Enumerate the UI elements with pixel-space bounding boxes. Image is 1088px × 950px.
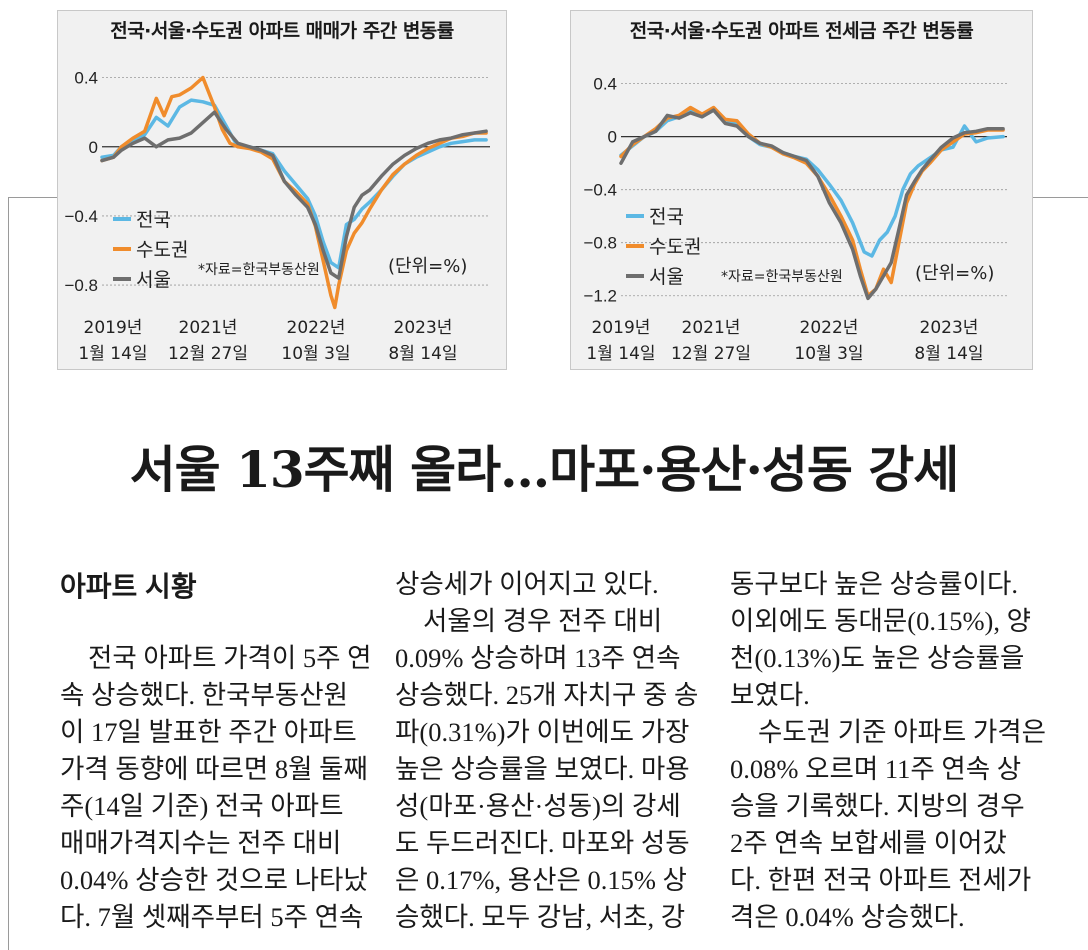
article-line: 주(14일 기준) 전국 아파트 [60, 791, 344, 821]
legend-label: 전국 [136, 209, 171, 231]
article-line: 보였다. [730, 680, 810, 710]
y-tick-label: −0.8 [583, 234, 617, 253]
y-tick-label: −0.4 [583, 181, 617, 200]
article-line: 이 17일 발표한 주간 아파트 [60, 717, 357, 747]
y-tick-label: 0 [89, 138, 98, 157]
unit-note: (단위=%) [915, 263, 994, 284]
article-line: 0.08% 오르며 11주 연속 상 [730, 754, 1022, 784]
x-tick-label: 1월 14일 [78, 344, 147, 364]
series-line-서울 [100, 110, 488, 280]
article-line: 전국 아파트 가격이 5주 연 [88, 643, 372, 673]
source-note: *자료=한국부동산원 [721, 269, 843, 285]
x-tick-label: 10월 3일 [281, 344, 350, 364]
article-line: 격은 0.04% 상승했다. [730, 902, 965, 932]
x-tick-label: 2022년 [287, 318, 346, 338]
article-line: 가격 동향에 따르면 8월 둘째 [60, 754, 368, 784]
legend-label: 전국 [649, 206, 684, 228]
x-tick-label: 2019년 [84, 318, 143, 338]
article-column-1: 전국 아파트 가격이 5주 연 속 상승했다. 한국부동산원 이 17일 발표한… [60, 640, 372, 936]
article-line: 2주 연속 보합세를 이어갔 [730, 828, 1007, 858]
legend-label: 수도권 [136, 239, 188, 261]
series-line-전국 [619, 108, 1005, 258]
legend-label: 수도권 [649, 236, 701, 258]
unit-note: (단위=%) [388, 256, 467, 277]
x-tick-label: 2021년 [179, 318, 238, 338]
frame-top-right-border [1033, 197, 1088, 198]
article-line: 수도권 기준 아파트 가격은 [758, 717, 1047, 747]
frame-top-left-border [8, 197, 58, 198]
source-note: *자료=한국부동산원 [198, 262, 320, 278]
article-line: 천(0.13%)도 높은 상승률을 [730, 643, 1025, 673]
article-line: 속 상승했다. 한국부동산원 [60, 680, 349, 710]
section-label: 아파트 시황 [60, 571, 197, 602]
article-line: 은 0.17%, 용산은 0.15% 상 [395, 865, 687, 895]
y-tick-label: −1.2 [583, 287, 617, 306]
chart-title: 전국·서울·수도권 아파트 전세금 주간 변동률 [629, 20, 974, 42]
x-tick-label: 2022년 [800, 318, 859, 338]
article-line: 0.04% 상승한 것으로 나타났 [60, 865, 368, 895]
article-column-3: 동구보다 높은 상승률이다. 이외에도 동대문(0.15%), 양 천(0.13… [730, 566, 1047, 936]
article-line: 상승했다. 25개 자치구 중 송 [395, 680, 699, 710]
article-line: 성(마포·용산·성동)의 강세 [395, 791, 681, 821]
sale-price-chart: 전국·서울·수도권 아파트 매매가 주간 변동률 0.4 0 −0.4 −0.8 201… [57, 10, 507, 370]
article-line: 파(0.31%)가 이번에도 가장 [395, 717, 690, 747]
legend-label: 서울 [649, 266, 684, 288]
article-line: 0.09% 상승하며 13주 연속 [395, 643, 681, 673]
y-tick-label: −0.4 [64, 207, 98, 226]
article-line: 승을 기록했다. 지방의 경우 [730, 791, 1025, 821]
series-line-서울 [619, 108, 1005, 301]
x-tick-label: 10월 3일 [794, 344, 863, 364]
legend-label: 서울 [136, 269, 171, 291]
y-tick-label: 0.4 [593, 75, 617, 94]
jeonse-chart-plot: 0.4 0 −0.4 −0.8 −1.2 2019년 1월 14일 2021년 12월 27일 2… [583, 75, 1007, 364]
article-line: 높은 상승률을 보였다. 마용 [395, 754, 690, 784]
x-tick-label: 12월 27일 [671, 344, 751, 364]
y-tick-label: −0.8 [64, 276, 98, 295]
frame-left-border [8, 197, 9, 950]
article-line: 도 두드러진다. 마포와 성동 [395, 828, 690, 858]
x-tick-label: 12월 27일 [168, 344, 248, 364]
jeonse-chart: 전국·서울·수도권 아파트 전세금 주간 변동률 0.4 0 −0.4 −0.8 −1.… [570, 10, 1033, 370]
x-tick-label: 1월 14일 [586, 344, 655, 364]
x-tick-label: 2019년 [592, 318, 651, 338]
article-line: 상승세가 이어지고 있다. [395, 569, 659, 599]
article-line: 서울의 경우 전주 대비 [423, 606, 663, 636]
x-tick-label: 8월 14일 [914, 344, 983, 364]
article-line: 다. 7월 셋째주부터 5주 연속 [60, 902, 364, 932]
y-tick-label: 0 [608, 128, 617, 147]
x-tick-label: 2023년 [394, 318, 453, 338]
article-headline: 서울 13주째 올라…마포·용산·성동 강세 [129, 440, 960, 499]
article-line: 승했다. 모두 강남, 서초, 강 [395, 902, 686, 932]
y-tick-label: 0.4 [74, 69, 98, 88]
x-tick-label: 2023년 [920, 318, 979, 338]
article-line: 매매가격지수는 전주 대비 [60, 828, 342, 858]
article-line: 이외에도 동대문(0.15%), 양 [730, 606, 1032, 636]
sale-price-chart-plot: 0.4 0 −0.4 −0.8 2019년 1월 14일 2021년 12월 27일 2022년… [64, 69, 490, 364]
article-line: 다. 한편 전국 아파트 전세가 [730, 865, 1032, 895]
series-line-수도권 [100, 75, 488, 310]
chart-title: 전국·서울·수도권 아파트 매매가 주간 변동률 [110, 20, 454, 42]
x-tick-label: 8월 14일 [388, 344, 457, 364]
article-line: 동구보다 높은 상승률이다. [730, 569, 1019, 599]
x-tick-label: 2021년 [682, 318, 741, 338]
article-column-2: 상승세가 이어지고 있다. 서울의 경우 전주 대비 0.09% 상승하며 13… [395, 566, 705, 936]
